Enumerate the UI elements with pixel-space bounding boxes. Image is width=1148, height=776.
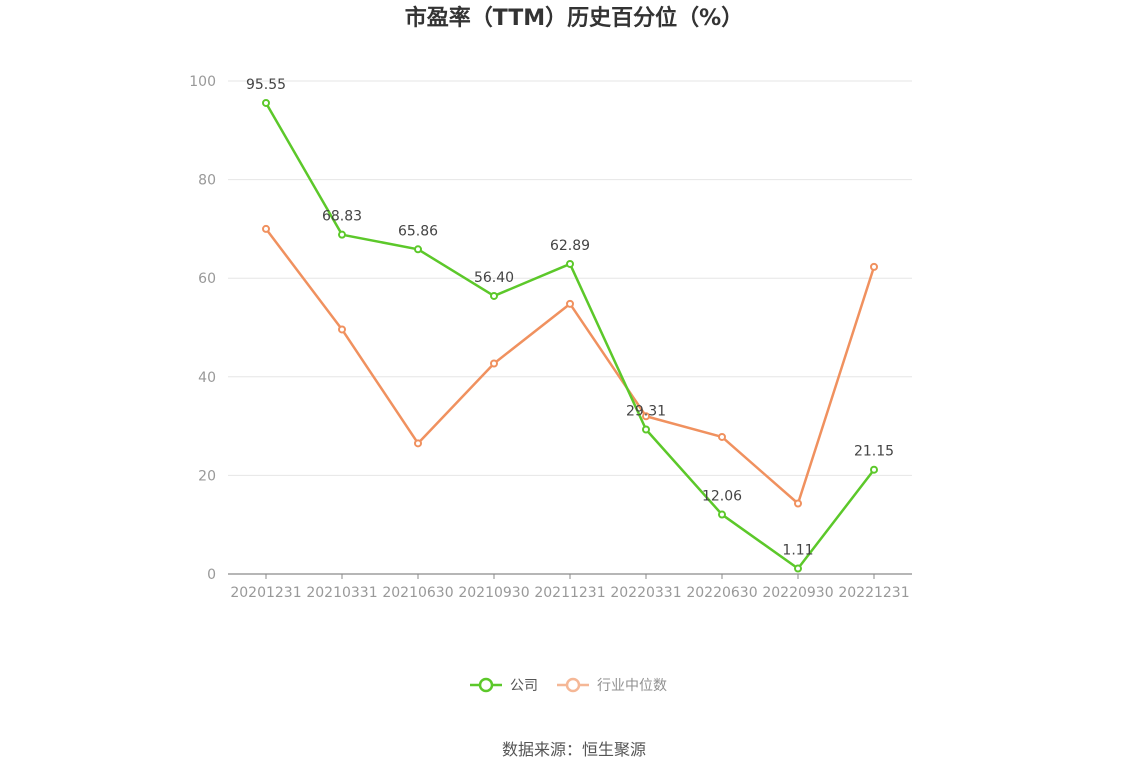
legend[interactable]: 公司 行业中位数: [470, 677, 667, 694]
chart-title: 市盈率（TTM）历史百分位（%）: [405, 5, 743, 31]
y-tick-label: 20: [198, 468, 216, 484]
x-tick-label: 20221231: [838, 585, 909, 601]
legend-marker: [565, 677, 581, 693]
x-tick-label: 20220331: [610, 585, 681, 601]
data-point[interactable]: [642, 425, 650, 434]
x-tick-label: 20220930: [762, 585, 833, 601]
y-tick-label: 80: [198, 173, 216, 189]
data-label: 65.86: [398, 223, 438, 239]
y-tick-label: 0: [207, 567, 216, 583]
legend-marker: [478, 677, 494, 693]
source-note: 数据来源：恒生聚源: [502, 740, 646, 759]
x-tick-label: 20211231: [534, 585, 605, 601]
data-point[interactable]: [566, 259, 574, 268]
data-label: 56.40: [474, 270, 514, 286]
series-line-1: [265, 228, 876, 505]
data-label: 1.11: [782, 543, 813, 559]
data-point[interactable]: [794, 499, 802, 508]
data-label: 29.31: [626, 404, 666, 420]
data-point[interactable]: [870, 465, 878, 474]
data-point[interactable]: [566, 299, 574, 308]
data-point[interactable]: [338, 325, 346, 334]
legend-item-0[interactable]: 公司: [470, 677, 538, 694]
data-label: 62.89: [550, 238, 590, 254]
x-tick-label: 20220630: [686, 585, 757, 601]
x-tick-label: 20210930: [458, 585, 529, 601]
data-point[interactable]: [262, 98, 270, 107]
y-tick-label: 40: [198, 370, 216, 386]
data-point[interactable]: [490, 359, 498, 368]
data-point[interactable]: [414, 439, 422, 448]
data-point[interactable]: [870, 262, 878, 271]
x-tick-label: 20210331: [306, 585, 377, 601]
data-label: 68.83: [322, 209, 362, 225]
grid: [228, 80, 912, 476]
series-layer: [262, 98, 878, 573]
data-point[interactable]: [642, 412, 650, 421]
legend-label: 行业中位数: [597, 678, 667, 694]
data-point[interactable]: [794, 564, 802, 573]
legend-item-1[interactable]: 行业中位数: [557, 677, 667, 694]
y-tick-label: 60: [198, 271, 216, 287]
data-label: 95.55: [246, 77, 286, 93]
data-point[interactable]: [718, 432, 726, 441]
data-label: 12.06: [702, 489, 742, 505]
x-tick-label: 20201231: [230, 585, 301, 601]
data-labels: 95.55 68.83 65.86 56.40 62.89 29.31 12.06 1.11 2…: [246, 77, 894, 559]
data-label: 21.15: [854, 444, 894, 460]
series-line-0: [264, 102, 875, 570]
data-point[interactable]: [338, 230, 346, 239]
y-tick-label: 100: [189, 74, 216, 90]
data-point[interactable]: [490, 291, 498, 300]
data-point[interactable]: [262, 224, 270, 233]
data-point[interactable]: [414, 245, 422, 254]
x-tick-label: 20210630: [382, 585, 453, 601]
data-point[interactable]: [718, 510, 726, 519]
axes: 0 20 40 60 80 100 20201231 20210331 20210630 2021…: [189, 74, 912, 601]
legend-label: 公司: [510, 678, 538, 694]
